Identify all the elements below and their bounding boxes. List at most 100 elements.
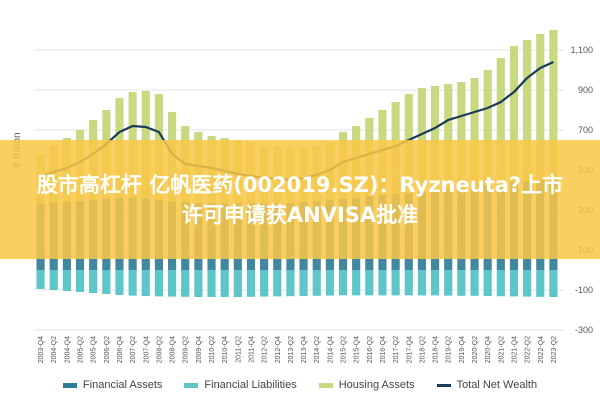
headline-text: 股市高杠杆 亿帆医药(002019.SZ)：Ryzneuta?上市许可申请获AN…	[36, 172, 564, 227]
financial-liabilities-bar	[286, 270, 295, 297]
x-tick-label: 2021-Q4	[511, 336, 518, 363]
legend-swatch	[318, 382, 333, 388]
financial-liabilities-bar	[89, 270, 98, 293]
x-tick-label: 2010-Q4	[222, 336, 229, 363]
x-tick-label: 2016-Q4	[380, 336, 387, 363]
financial-liabilities-bar	[36, 270, 45, 289]
financial-liabilities-bar	[536, 270, 545, 297]
x-tick-label: 2019-Q4	[459, 336, 466, 363]
financial-liabilities-bar	[220, 270, 229, 297]
x-tick-label: 2007-Q2	[130, 336, 137, 363]
x-tick-label: 2006-Q4	[117, 336, 124, 363]
financial-liabilities-bar	[391, 270, 400, 296]
financial-liabilities-bar	[365, 270, 374, 296]
financial-liabilities-bar	[128, 270, 137, 296]
financial-liabilities-bar	[325, 270, 334, 296]
x-tick-label: 2019-Q2	[446, 336, 453, 363]
y-tick-label: 900	[578, 85, 593, 95]
y-tick-label: -300	[575, 325, 593, 335]
x-tick-label: 2010-Q2	[209, 336, 216, 363]
x-tick-label: 2020-Q4	[485, 336, 492, 363]
x-tick-label: 2013-Q2	[288, 336, 295, 363]
financial-liabilities-bar	[194, 270, 203, 297]
y-tick-label: 700	[578, 125, 593, 135]
x-tick-label: 2022-Q2	[525, 336, 532, 363]
x-tick-label: 2015-Q2	[341, 336, 348, 363]
housing-assets-bar	[536, 34, 545, 180]
financial-liabilities-bar	[167, 270, 177, 297]
financial-liabilities-bar	[470, 270, 479, 296]
housing-assets-bar	[509, 46, 519, 182]
x-tick-label: 2008-Q2	[156, 336, 163, 363]
housing-assets-bar	[444, 84, 453, 190]
financial-liabilities-bar	[338, 270, 348, 296]
legend-label: Total Net Wealth	[456, 379, 538, 391]
financial-liabilities-bar	[352, 270, 361, 296]
financial-liabilities-bar	[312, 270, 321, 296]
x-tick-label: 2004-Q2	[51, 336, 58, 363]
financial-liabilities-bar	[483, 270, 492, 296]
financial-liabilities-bar	[207, 270, 216, 297]
legend-label: Financial Liabilities	[204, 379, 297, 391]
financial-liabilities-bar	[299, 270, 308, 296]
financial-liabilities-bar	[141, 270, 150, 296]
x-tick-label: 2017-Q4	[406, 336, 413, 363]
financial-liabilities-bar	[523, 270, 532, 297]
x-tick-label: 2003-Q4	[38, 336, 45, 363]
legend-item: Financial Liabilities	[184, 379, 297, 391]
x-tick-label: 2020-Q2	[472, 336, 479, 363]
financial-liabilities-bar	[378, 270, 387, 296]
financial-liabilities-bar	[430, 270, 440, 296]
x-tick-label: 2017-Q2	[393, 336, 400, 363]
x-tick-label: 2011-Q4	[248, 336, 255, 363]
y-tick-label: 1,100	[570, 45, 593, 55]
financial-liabilities-bar	[49, 270, 58, 290]
x-tick-label: 2014-Q2	[314, 336, 321, 363]
housing-assets-bar	[430, 86, 440, 191]
housing-assets-bar	[470, 78, 479, 188]
financial-liabilities-bar	[102, 270, 111, 294]
legend-label: Housing Assets	[338, 379, 415, 391]
x-tick-label: 2015-Q4	[354, 336, 361, 363]
x-tick-label: 2006-Q2	[104, 336, 111, 363]
financial-liabilities-bar	[62, 270, 71, 291]
x-tick-label: 2021-Q2	[498, 336, 505, 363]
financial-liabilities-bar	[444, 270, 453, 296]
financial-liabilities-bar	[273, 270, 282, 297]
x-tick-label: 2004-Q4	[64, 336, 71, 363]
x-tick-label: 2012-Q4	[275, 336, 282, 363]
financial-liabilities-bar	[260, 270, 269, 297]
x-tick-label: 2005-Q2	[78, 336, 85, 363]
housing-assets-bar	[457, 82, 466, 189]
x-tick-label: 2009-Q4	[196, 336, 203, 363]
housing-assets-bar	[549, 30, 558, 179]
financial-liabilities-bar	[457, 270, 466, 296]
legend-swatch	[62, 382, 77, 388]
x-tick-label: 2005-Q4	[91, 336, 98, 363]
x-tick-label: 2011-Q2	[235, 336, 242, 363]
legend-swatch	[184, 382, 199, 388]
x-tick-label: 2023-Q2	[551, 336, 558, 363]
legend-item: Total Net Wealth	[436, 379, 538, 391]
x-tick-label: 2008-Q4	[170, 336, 177, 363]
legend-label: Financial Assets	[82, 379, 163, 391]
financial-liabilities-bar	[549, 270, 558, 297]
headline-banner: 股市高杠杆 亿帆医药(002019.SZ)：Ryzneuta?上市许可申请获AN…	[0, 140, 600, 259]
x-tick-label: 2022-Q4	[538, 336, 545, 363]
x-axis-ticks: 2003-Q4 2004-Q2 2004-Q4 2005-Q2 2005-Q4 2006-…	[38, 336, 558, 363]
financial-liabilities-bar	[154, 270, 164, 297]
financial-liabilities-bar	[404, 270, 413, 296]
x-tick-label: 2009-Q2	[183, 336, 190, 363]
legend-item: Financial Assets	[62, 379, 163, 391]
y-tick-label: -100	[575, 285, 593, 295]
x-tick-label: 2018-Q4	[433, 336, 440, 363]
financial-liabilities-bar	[181, 270, 190, 297]
housing-assets-bar	[496, 58, 505, 184]
x-tick-label: 2012-Q2	[262, 336, 269, 363]
legend: Financial Assets Financial Liabilities Hou…	[0, 374, 600, 396]
x-tick-label: 2016-Q2	[367, 336, 374, 363]
financial-liabilities-bar	[115, 270, 124, 295]
x-tick-label: 2018-Q2	[419, 336, 426, 363]
financial-liabilities-bar	[496, 270, 505, 297]
x-tick-label: 2013-Q4	[301, 336, 308, 363]
